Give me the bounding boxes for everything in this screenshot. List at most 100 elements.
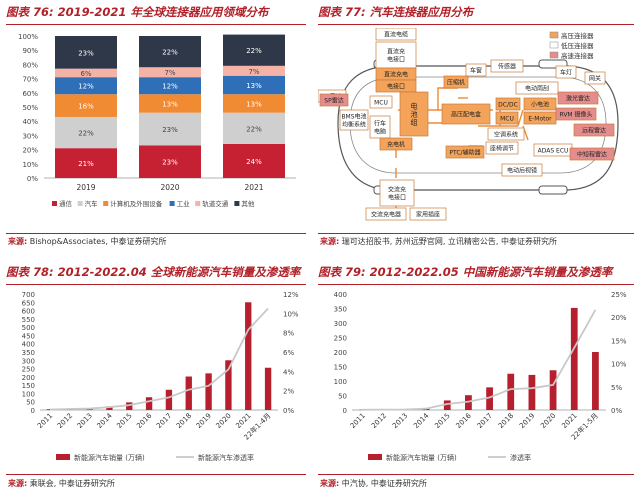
y-left-tick-label: 0 xyxy=(31,407,35,415)
node-dc-cable-label: 直流电缆 xyxy=(384,31,408,39)
node-small-battery xyxy=(523,97,557,111)
y-right-tick-label: 2% xyxy=(283,388,294,396)
legend-label: 工业 xyxy=(177,199,191,208)
data-label: 24% xyxy=(246,158,262,166)
node-ac-cable-label: 交流充电器 xyxy=(371,211,401,219)
node-dc-port-label: 直流充 xyxy=(387,48,405,56)
bar xyxy=(185,376,192,410)
x-tick-label: 2021 xyxy=(560,412,578,430)
y-right-tick-label: 0% xyxy=(611,407,622,415)
legend-swatch xyxy=(549,41,559,49)
bar xyxy=(165,389,173,410)
connector-line xyxy=(517,109,524,127)
x-tick-label: 2019 xyxy=(518,412,536,430)
x-tick-label: 2017 xyxy=(476,412,494,430)
chart-connector-distribution: 0% 10% 20% 30% 40% 50% 60% 70% 80% 90% 100% 21% 22% 1… xyxy=(18,33,296,208)
legend-swatch xyxy=(77,201,83,206)
y-left-tick-label: 50 xyxy=(338,393,347,401)
node-sensor xyxy=(490,59,524,73)
bar xyxy=(592,352,599,410)
node-travel-label: 行车 xyxy=(374,120,386,128)
node-bms-label: 均衡系统 xyxy=(342,121,366,129)
data-label: 23% xyxy=(162,126,178,134)
legend-swatch xyxy=(549,51,559,59)
y-tick-label: 90% xyxy=(22,47,38,55)
node-hv-box-label: 高压配电盒 xyxy=(451,111,481,119)
node-hv-dc2-label: 电接口 xyxy=(387,83,405,91)
source-label: 来源: xyxy=(320,237,340,246)
legend-label: 高速连接器 xyxy=(561,51,594,60)
y-tick-label: 20% xyxy=(22,147,38,155)
node-ac-sys xyxy=(487,127,525,141)
bar xyxy=(570,307,578,410)
source-divider xyxy=(6,233,306,234)
node-battery-label: 池 xyxy=(411,110,418,119)
node-ac-port-label: 电接口 xyxy=(388,194,406,202)
node-dcdc-label: DC/DC xyxy=(498,102,518,109)
y-right-tick-label: 8% xyxy=(283,330,294,338)
y-right-tick-label: 0% xyxy=(283,407,294,415)
y-tick-label: 100% xyxy=(18,33,38,41)
x-tick-label: 2015 xyxy=(433,412,451,430)
car-outline xyxy=(337,65,619,191)
source-label: 来源: xyxy=(8,479,28,488)
bar xyxy=(126,402,133,410)
node-ac-cable xyxy=(365,207,407,221)
bar xyxy=(549,370,557,410)
x-tick-label: 2016 xyxy=(455,411,474,430)
node-ptc-label: PTC/辅助器 xyxy=(449,149,480,157)
data-label: 13% xyxy=(246,100,262,108)
y-tick-label: 40% xyxy=(22,118,38,126)
node-emotor-label: E-Motor xyxy=(528,116,552,123)
y-left-tick-label: 150 xyxy=(334,364,347,372)
y-left-tick-label: 550 xyxy=(22,316,35,324)
node-seat xyxy=(485,141,519,155)
panel-title-76: 图表 76: 2019-2021 年全球连接器应用领域分布 xyxy=(6,4,306,25)
source-divider xyxy=(6,474,306,475)
node-home-label: 家用插座 xyxy=(416,211,440,219)
x-tick-label: 2019 xyxy=(76,183,95,192)
node-camera xyxy=(555,107,597,121)
bar-segment xyxy=(55,148,117,178)
x-tick-label: 2015 xyxy=(115,412,133,430)
bar-segment xyxy=(55,77,117,95)
legend-swatch xyxy=(195,201,201,206)
node-dc-cable xyxy=(375,28,417,41)
chart-global-nev: 0501001502002503003504004505005506006507… xyxy=(22,291,299,462)
fig-no: 图表 77: xyxy=(318,5,366,19)
y-left-tick-label: 450 xyxy=(22,332,35,340)
legend-swatch xyxy=(56,454,70,460)
node-bms xyxy=(339,109,369,131)
y-left-tick-label: 50 xyxy=(26,399,35,407)
y-right-tick-label: 25% xyxy=(611,291,627,299)
node-bms-label: BMS电池 xyxy=(341,113,366,121)
node-hv-dc2 xyxy=(375,79,417,93)
panel-title-79: 图表 79: 2012-2022.05 中国新能源汽车销量及渗透率 xyxy=(318,264,634,285)
node-ac-sys-label: 空调系统 xyxy=(494,131,518,139)
y-tick-label: 30% xyxy=(22,132,38,140)
x-tick-label: 2018 xyxy=(175,412,193,430)
y-right-tick-label: 5% xyxy=(611,384,622,392)
node-mcu xyxy=(495,111,519,125)
fig-title: 2012-2022.04 全球新能源汽车销量及渗透率 xyxy=(57,265,301,279)
legend-label: 其他 xyxy=(241,199,255,208)
node-charger xyxy=(379,137,413,151)
fig-title: 2019-2021 年全球连接器应用领域分布 xyxy=(57,5,269,19)
node-elec-rain-label: 电动雨刮 xyxy=(525,85,549,93)
legend-swatch xyxy=(549,31,559,39)
data-label: 23% xyxy=(78,49,94,57)
node-lidar-label: 激光雷达 xyxy=(566,95,590,103)
legend-label: 新能源汽车渗透率 xyxy=(198,453,254,462)
y-right-tick-label: 20% xyxy=(611,314,627,322)
fig-title: 汽车连接器应用分布 xyxy=(369,5,474,19)
y-left-tick-label: 500 xyxy=(22,324,35,332)
legend-swatch xyxy=(52,201,57,206)
y-left-tick-label: 100 xyxy=(22,390,35,398)
legend-swatch xyxy=(103,201,109,206)
source-78: 来源: 乘联会, 中泰证券研究所 xyxy=(8,478,115,489)
panel-title-77: 图表 77: 汽车连接器应用分布 xyxy=(318,4,634,25)
node-dcdc xyxy=(495,97,521,111)
data-label: 21% xyxy=(78,160,94,168)
bar-segment xyxy=(223,34,285,66)
bar-segment xyxy=(223,94,285,113)
